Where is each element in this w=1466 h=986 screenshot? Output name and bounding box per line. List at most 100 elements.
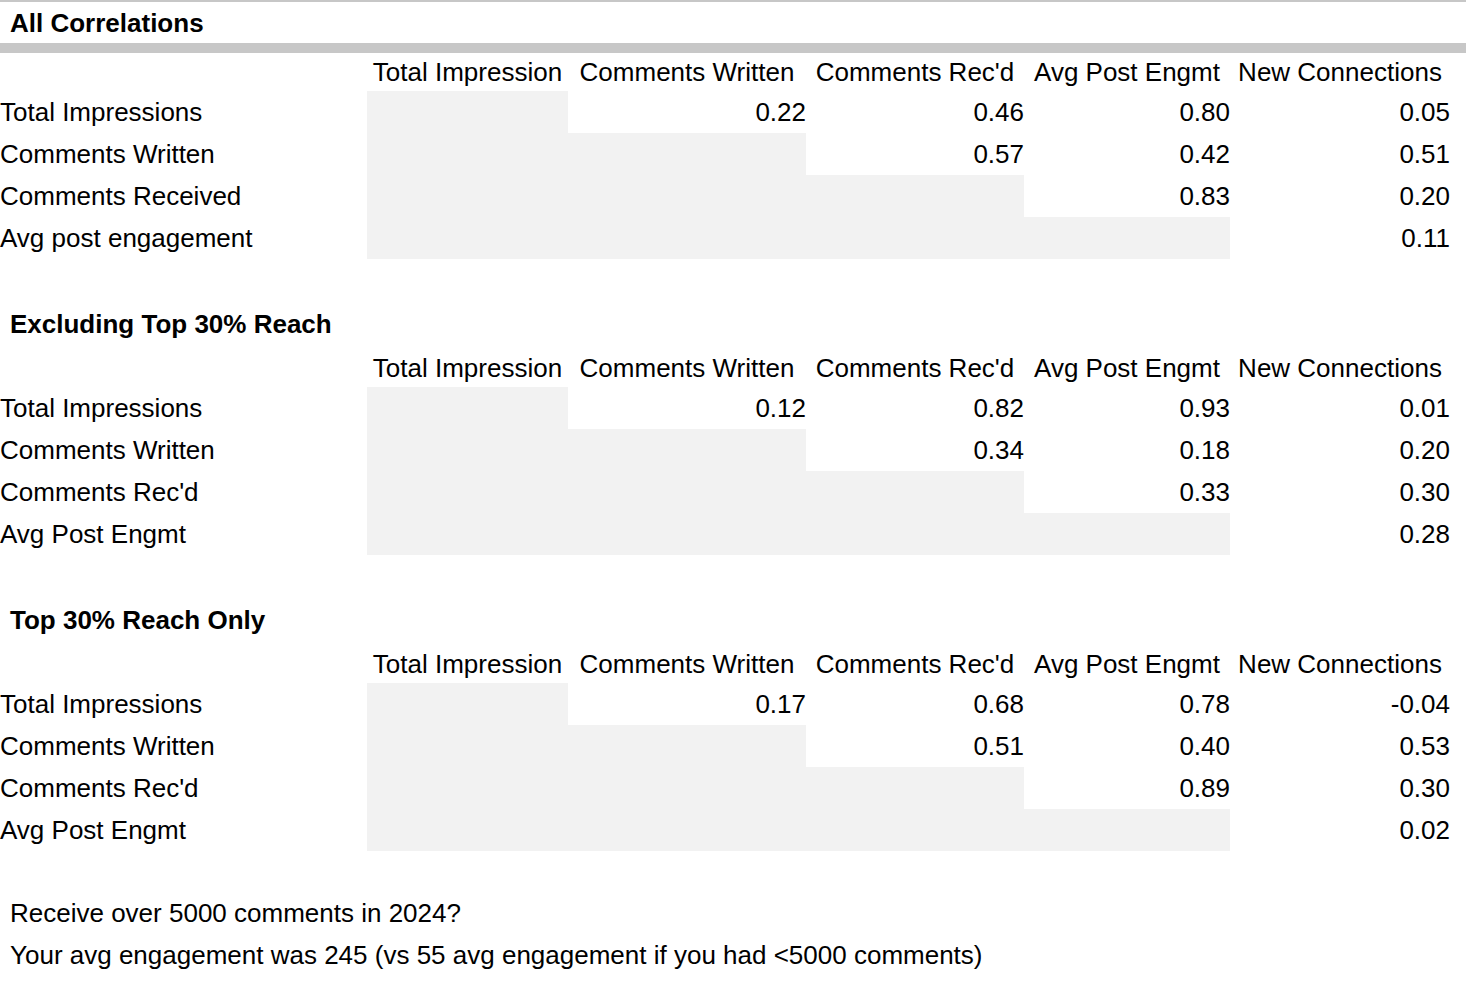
shaded-cell[interactable] xyxy=(568,429,806,471)
column-header[interactable]: Comments Rec'd xyxy=(806,349,1024,387)
value-cell[interactable]: 0.17 xyxy=(568,683,806,725)
value-cell[interactable]: 0.12 xyxy=(568,387,806,429)
value-cell[interactable]: 0.02 xyxy=(1230,809,1450,851)
value-cell[interactable]: 0.18 xyxy=(1024,429,1230,471)
shaded-cell[interactable] xyxy=(367,217,568,259)
shaded-cell[interactable] xyxy=(568,175,806,217)
value-cell[interactable]: 0.28 xyxy=(1230,513,1450,555)
value-cell[interactable]: 0.34 xyxy=(806,429,1024,471)
shaded-cell[interactable] xyxy=(568,217,806,259)
column-header[interactable]: Avg Post Engmt xyxy=(1024,53,1230,91)
shaded-cell[interactable] xyxy=(568,767,806,809)
shaded-cell[interactable] xyxy=(367,387,568,429)
shaded-cell[interactable] xyxy=(367,91,568,133)
value-cell[interactable]: -0.04 xyxy=(1230,683,1450,725)
value-cell[interactable]: 0.01 xyxy=(1230,387,1450,429)
value-cell[interactable]: 0.11 xyxy=(1230,217,1450,259)
shaded-cell[interactable] xyxy=(806,175,1024,217)
row-label[interactable]: Comments Rec'd xyxy=(0,767,367,809)
spreadsheet-view: All Correlations Total Impression Commen… xyxy=(0,0,1466,986)
corner-cell[interactable] xyxy=(0,349,367,387)
value-cell[interactable]: 0.05 xyxy=(1230,91,1450,133)
row-label[interactable]: Total Impressions xyxy=(0,387,367,429)
shaded-cell[interactable] xyxy=(806,217,1024,259)
column-header[interactable]: Comments Written xyxy=(568,645,806,683)
value-cell[interactable]: 0.82 xyxy=(806,387,1024,429)
value-cell[interactable]: 0.68 xyxy=(806,683,1024,725)
row-label[interactable]: Total Impressions xyxy=(0,683,367,725)
footer-note-answer[interactable]: Your avg engagement was 245 (vs 55 avg e… xyxy=(10,939,1466,971)
value-cell[interactable]: 0.89 xyxy=(1024,767,1230,809)
page-title[interactable]: All Correlations xyxy=(10,8,1466,38)
column-header[interactable]: Comments Written xyxy=(568,53,806,91)
value-cell[interactable]: 0.57 xyxy=(806,133,1024,175)
value-cell[interactable]: 0.46 xyxy=(806,91,1024,133)
corner-cell[interactable] xyxy=(0,645,367,683)
shaded-cell[interactable] xyxy=(367,767,568,809)
shaded-cell[interactable] xyxy=(1024,217,1230,259)
shaded-cell[interactable] xyxy=(568,133,806,175)
shaded-cell[interactable] xyxy=(806,809,1024,851)
table-row: Comments Rec'd 0.89 0.30 xyxy=(0,767,1450,809)
column-header[interactable]: Comments Rec'd xyxy=(806,53,1024,91)
value-cell[interactable]: 0.80 xyxy=(1024,91,1230,133)
column-header[interactable]: Total Impression xyxy=(367,349,568,387)
value-cell[interactable]: 0.78 xyxy=(1024,683,1230,725)
value-cell[interactable]: 0.40 xyxy=(1024,725,1230,767)
column-header[interactable]: New Connections xyxy=(1230,645,1450,683)
column-header[interactable]: New Connections xyxy=(1230,349,1450,387)
row-label[interactable]: Avg Post Engmt xyxy=(0,513,367,555)
value-cell[interactable]: 0.20 xyxy=(1230,429,1450,471)
section-title-top30-only[interactable]: Top 30% Reach Only xyxy=(10,605,1466,635)
shaded-cell[interactable] xyxy=(367,429,568,471)
corner-cell[interactable] xyxy=(0,53,367,91)
shaded-cell[interactable] xyxy=(1024,513,1230,555)
row-label[interactable]: Comments Written xyxy=(0,725,367,767)
value-cell[interactable]: 0.93 xyxy=(1024,387,1230,429)
shaded-cell[interactable] xyxy=(568,471,806,513)
column-header[interactable]: Total Impression xyxy=(367,645,568,683)
shaded-cell[interactable] xyxy=(367,133,568,175)
shaded-cell[interactable] xyxy=(1024,809,1230,851)
correlation-table-all: Total Impression Comments Written Commen… xyxy=(0,53,1450,259)
value-cell[interactable]: 0.30 xyxy=(1230,471,1450,513)
column-header[interactable]: Comments Written xyxy=(568,349,806,387)
shaded-cell[interactable] xyxy=(367,725,568,767)
column-header[interactable]: Avg Post Engmt xyxy=(1024,349,1230,387)
shaded-cell[interactable] xyxy=(806,767,1024,809)
shaded-cell[interactable] xyxy=(367,683,568,725)
shaded-cell[interactable] xyxy=(568,725,806,767)
row-label[interactable]: Comments Written xyxy=(0,133,367,175)
header-row: Total Impression Comments Written Commen… xyxy=(0,349,1450,387)
value-cell[interactable]: 0.20 xyxy=(1230,175,1450,217)
row-label[interactable]: Total Impressions xyxy=(0,91,367,133)
column-header[interactable]: Comments Rec'd xyxy=(806,645,1024,683)
value-cell[interactable]: 0.30 xyxy=(1230,767,1450,809)
shaded-cell[interactable] xyxy=(367,471,568,513)
shaded-cell[interactable] xyxy=(367,513,568,555)
value-cell[interactable]: 0.33 xyxy=(1024,471,1230,513)
row-label[interactable]: Comments Written xyxy=(0,429,367,471)
value-cell[interactable]: 0.51 xyxy=(806,725,1024,767)
shaded-cell[interactable] xyxy=(568,513,806,555)
value-cell[interactable]: 0.83 xyxy=(1024,175,1230,217)
row-label[interactable]: Avg Post Engmt xyxy=(0,809,367,851)
shaded-cell[interactable] xyxy=(806,513,1024,555)
footer-note-question[interactable]: Receive over 5000 comments in 2024? xyxy=(10,897,1466,929)
row-label[interactable]: Avg post engagement xyxy=(0,217,367,259)
column-header[interactable]: Avg Post Engmt xyxy=(1024,645,1230,683)
value-cell[interactable]: 0.22 xyxy=(568,91,806,133)
shaded-cell[interactable] xyxy=(367,175,568,217)
row-label[interactable]: Comments Rec'd xyxy=(0,471,367,513)
shaded-cell[interactable] xyxy=(367,809,568,851)
section-title-excluding-top30[interactable]: Excluding Top 30% Reach xyxy=(10,309,1466,339)
shaded-cell[interactable] xyxy=(806,471,1024,513)
value-cell[interactable]: 0.53 xyxy=(1230,725,1450,767)
column-header[interactable]: Total Impression xyxy=(367,53,568,91)
shaded-cell[interactable] xyxy=(568,809,806,851)
row-label[interactable]: Comments Received xyxy=(0,175,367,217)
value-cell[interactable]: 0.42 xyxy=(1024,133,1230,175)
column-header[interactable]: New Connections xyxy=(1230,53,1450,91)
table-row: Avg post engagement 0.11 xyxy=(0,217,1450,259)
value-cell[interactable]: 0.51 xyxy=(1230,133,1450,175)
